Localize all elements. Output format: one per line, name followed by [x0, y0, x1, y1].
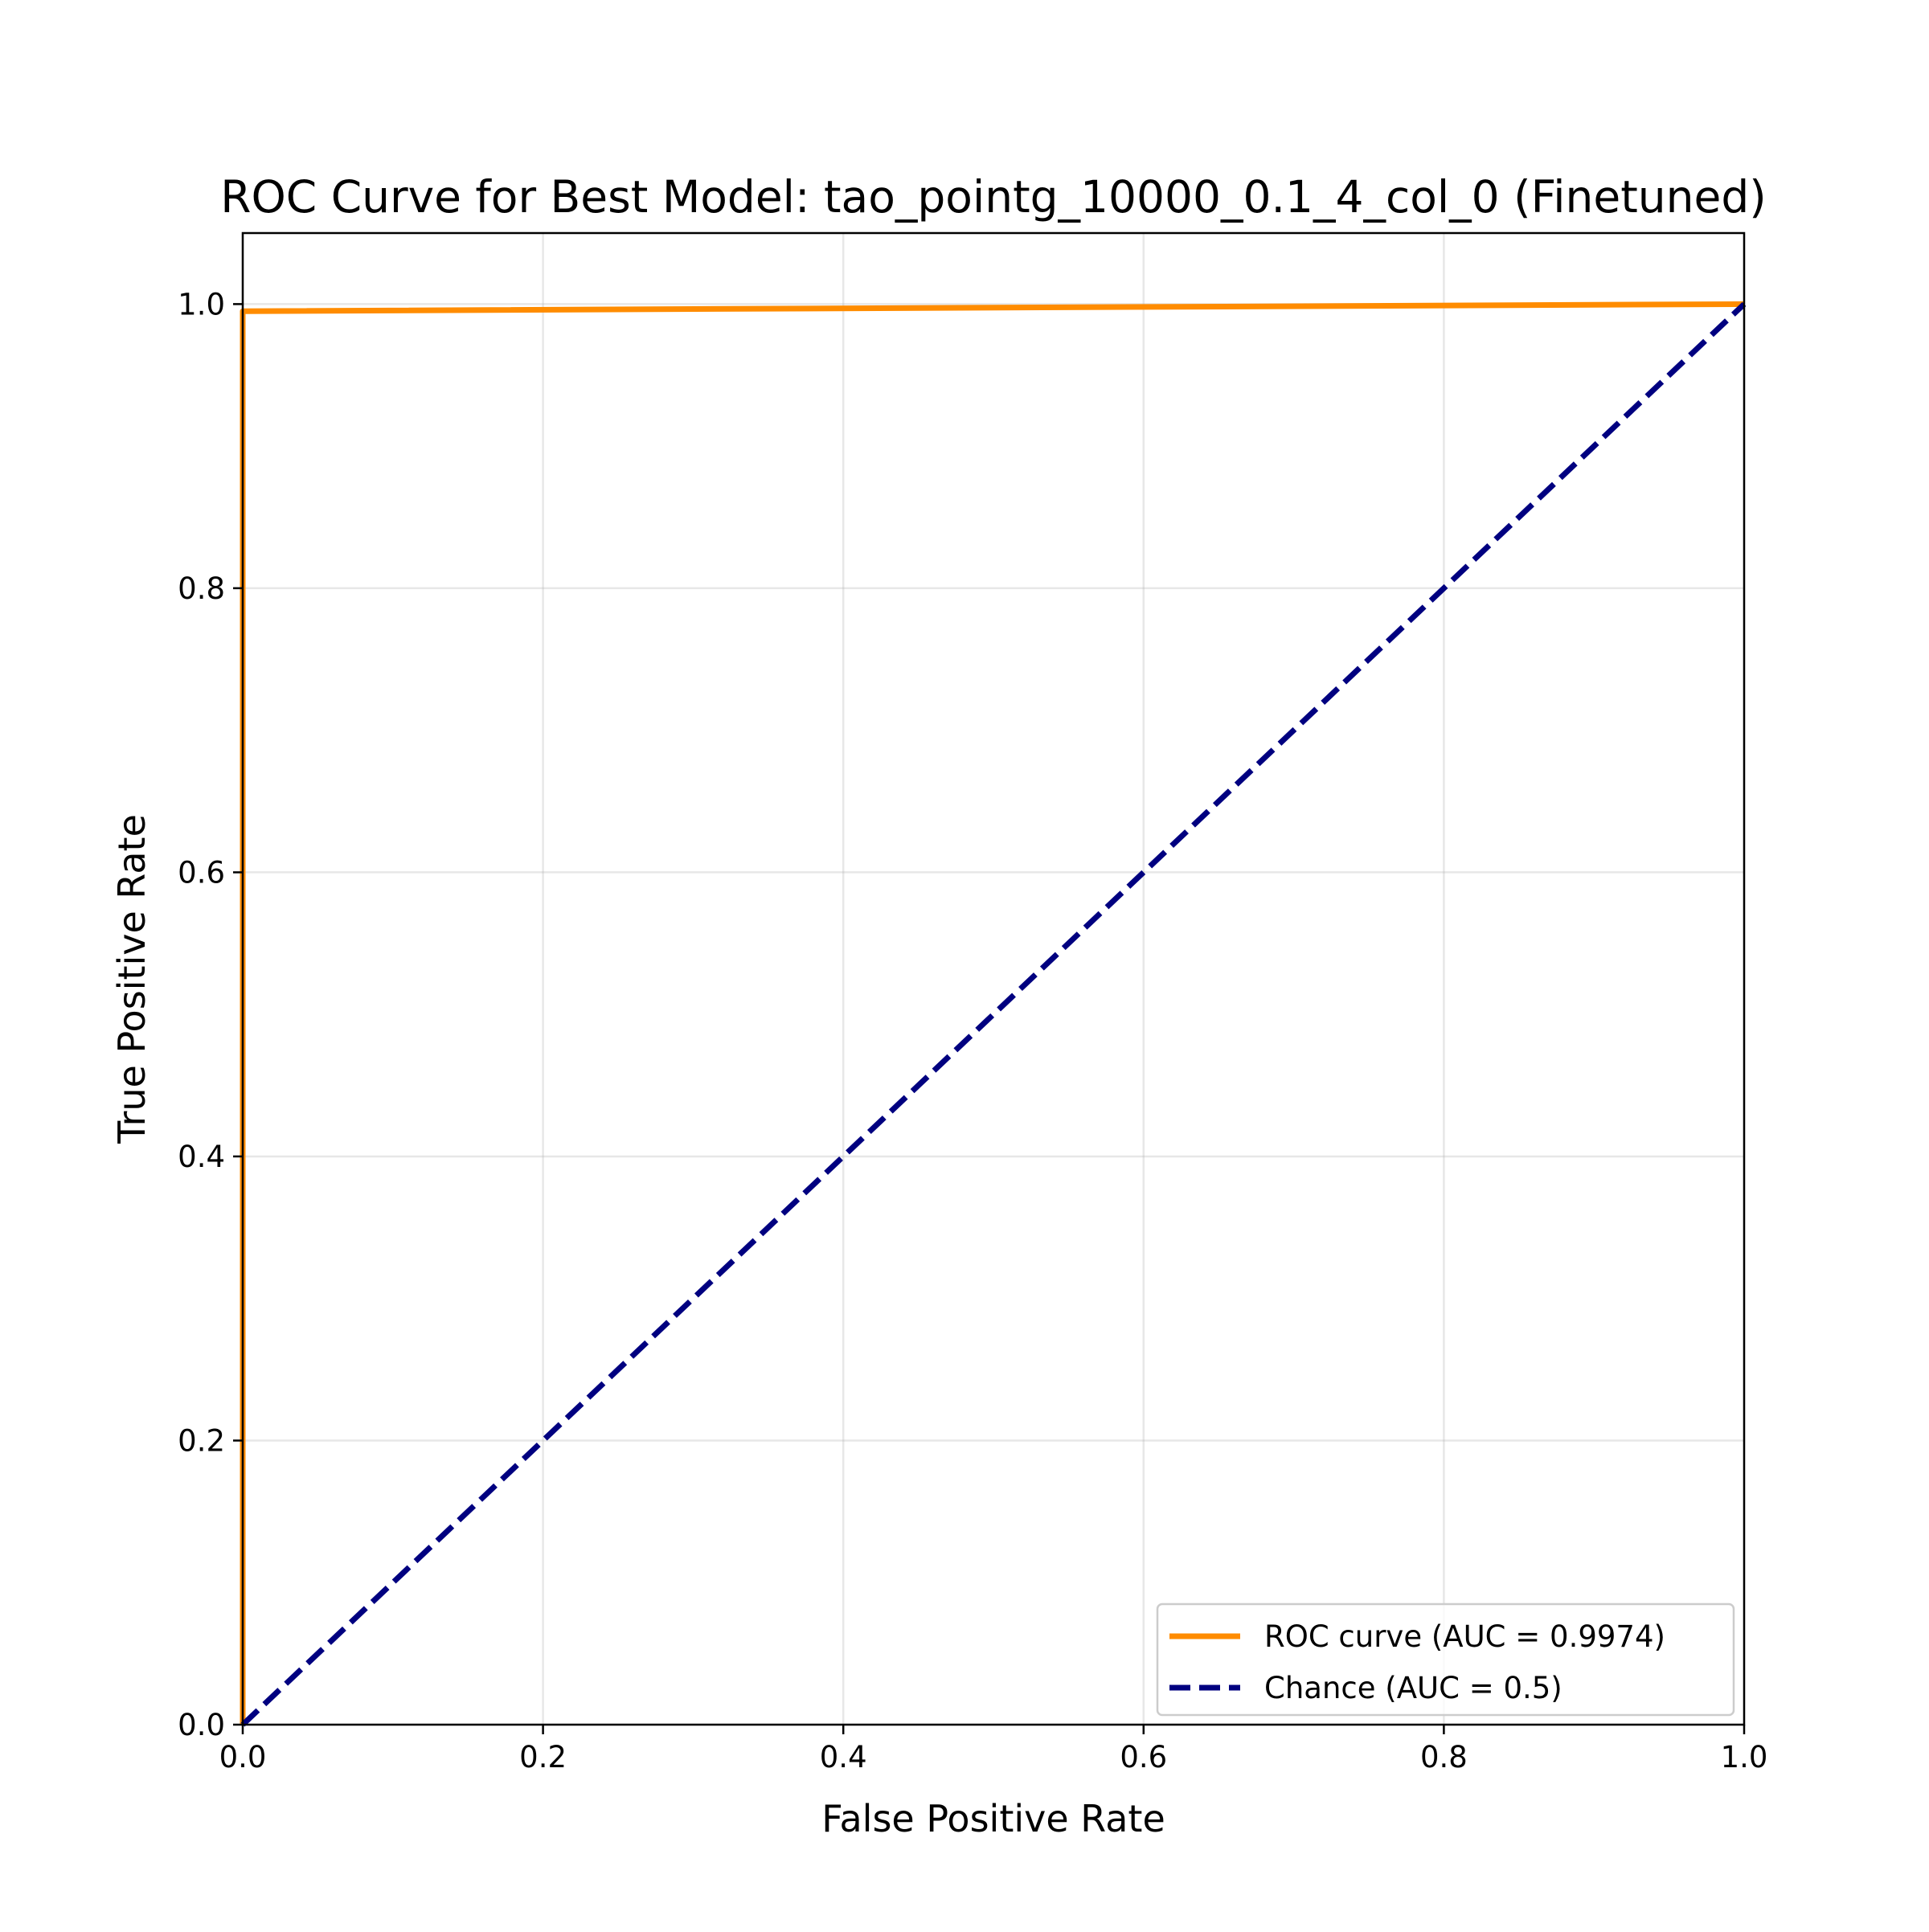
chart-title: ROC Curve for Best Model: tao_pointg_100… — [220, 171, 1766, 223]
plot-frame — [241, 231, 1746, 1726]
y-axis-label: True Positive Rate — [110, 814, 154, 1144]
y-tick-label: 0.0 — [178, 1708, 225, 1742]
y-tick-label: 0.4 — [178, 1140, 225, 1174]
legend-label: ROC curve (AUC = 0.9974) — [1264, 1619, 1665, 1654]
y-tick-label: 0.6 — [178, 855, 225, 890]
y-tick-label: 0.2 — [178, 1423, 225, 1458]
grid — [241, 233, 1746, 1726]
y-tick-label: 0.8 — [178, 571, 225, 606]
legend-label: Chance (AUC = 0.5) — [1264, 1671, 1562, 1705]
x-tick-label: 0.6 — [1120, 1740, 1167, 1774]
x-tick-label: 1.0 — [1721, 1740, 1768, 1774]
y-axis-ticks: 0.0 0.2 0.4 0.6 0.8 1.0 — [178, 287, 243, 1742]
x-tick-label: 0.2 — [519, 1740, 567, 1774]
legend-entries: ROC curve (AUC = 0.9974) Chance (AUC = 0.… — [1169, 1619, 1665, 1705]
x-tick-label: 0.8 — [1420, 1740, 1468, 1774]
legend-box — [1156, 1602, 1735, 1717]
legend: ROC curve (AUC = 0.9974) Chance (AUC = 0.… — [1156, 1602, 1735, 1717]
chance-line — [240, 301, 1747, 1727]
x-tick-label: 0.4 — [820, 1740, 867, 1774]
x-axis-ticks: 0.0 0.2 0.4 0.6 0.8 1.0 — [219, 1725, 1768, 1774]
y-tick-label: 1.0 — [178, 287, 225, 321]
x-axis-label: False Positive Rate — [821, 1797, 1165, 1840]
x-tick-label: 0.0 — [219, 1740, 267, 1774]
